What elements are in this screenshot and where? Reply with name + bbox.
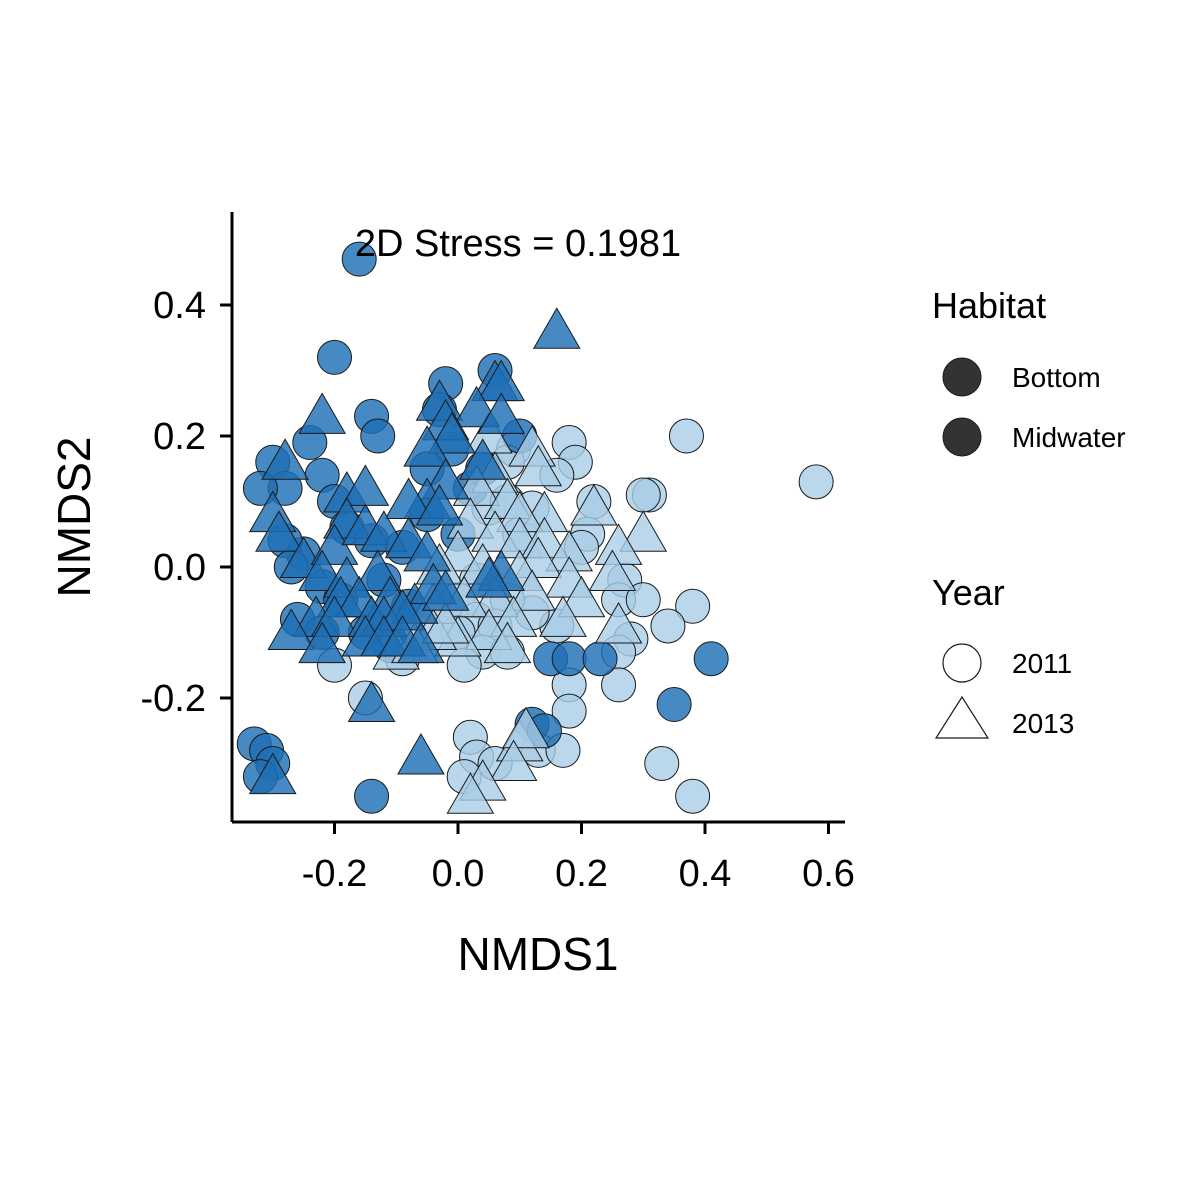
point-bottom-2013: [397, 621, 445, 664]
legend-2011-label: 2011: [1012, 648, 1072, 679]
point-bottom-2013: [403, 529, 451, 572]
point-bottom-2011: [656, 687, 692, 723]
point-bottom-2013: [248, 752, 297, 795]
legend-year: Year 2011 2013: [932, 572, 1074, 739]
point-bottom-2013: [397, 732, 445, 775]
point-bottom-2011: [341, 241, 377, 277]
point-midwater-2013: [483, 621, 532, 664]
legend-year-title: Year: [932, 572, 1005, 613]
point-bottom-2011: [551, 641, 587, 677]
point-bottom-2013: [298, 392, 347, 434]
point-bottom-2011: [354, 778, 390, 814]
y-tick-label: -0.2: [141, 678, 206, 720]
point-bottom-2013: [421, 569, 470, 611]
point-bottom-2011: [317, 339, 352, 375]
point-midwater-2011: [668, 418, 704, 454]
point-bottom-2013: [465, 556, 513, 598]
point-midwater-2011: [675, 588, 711, 624]
legend-bottom-key: [942, 357, 982, 397]
point-midwater-2011: [625, 582, 661, 618]
point-bottom-2011: [242, 470, 278, 506]
point-bottom-2013: [415, 484, 464, 526]
point-midwater-2013: [446, 772, 495, 814]
point-midwater-2011: [601, 667, 637, 703]
legend-midwater-label: Midwater: [1012, 422, 1126, 453]
point-bottom-2013: [267, 608, 316, 650]
point-bottom-2013: [347, 680, 396, 723]
y-axis-title: NMDS2: [48, 436, 100, 597]
point-bottom-2011: [693, 641, 729, 677]
y-tick-label: 0.4: [153, 285, 206, 327]
legend-2013-label: 2013: [1012, 708, 1074, 739]
point-midwater-2013: [557, 575, 606, 618]
point-midwater-2011: [650, 608, 686, 644]
point-midwater-2011: [625, 477, 661, 513]
x-tick-label: -0.2: [302, 853, 367, 895]
point-midwater-2013: [594, 601, 643, 644]
point-bottom-2013: [477, 392, 526, 434]
legend-2013-key: [934, 695, 990, 739]
y-tick-label: 0.0: [153, 547, 206, 589]
point-bottom-2013: [298, 621, 347, 664]
legend-2011-key: [942, 643, 982, 683]
point-midwater-2013: [569, 484, 618, 526]
point-bottom-2013: [261, 438, 309, 480]
x-axis-ticks: -0.2 0.0 0.2 0.4 0.6: [302, 822, 855, 895]
x-tick-label: 0.0: [432, 853, 485, 895]
point-midwater-2011: [644, 746, 680, 781]
point-midwater-2011: [675, 778, 711, 814]
legend-habitat: Habitat Bottom Midwater: [932, 285, 1126, 457]
data-points: [236, 241, 834, 814]
point-bottom-2013: [255, 510, 303, 552]
legend-midwater-key: [942, 417, 982, 457]
point-bottom-2013: [532, 307, 581, 349]
y-tick-label: 0.2: [153, 416, 206, 458]
stress-annotation: 2D Stress = 0.1981: [355, 223, 681, 265]
point-midwater-2013: [489, 739, 538, 781]
legend-bottom-label: Bottom: [1012, 362, 1101, 393]
legend-habitat-title: Habitat: [932, 285, 1046, 326]
point-midwater-2011: [551, 693, 587, 729]
point-midwater-2013: [514, 444, 563, 487]
axes: -0.2 0.0 0.2 0.4 0.6 -0.2 0.0 0.2 0.4: [141, 212, 855, 895]
point-midwater-2013: [502, 706, 550, 749]
x-tick-label: 0.2: [555, 853, 608, 895]
x-axis-title: NMDS1: [457, 928, 618, 980]
point-bottom-2013: [458, 438, 507, 480]
point-bottom-2013: [427, 411, 476, 454]
point-midwater-2013: [619, 510, 668, 552]
x-tick-label: 0.6: [802, 853, 855, 895]
point-midwater-2013: [588, 549, 637, 592]
point-midwater-2011: [798, 464, 834, 500]
point-bottom-2011: [360, 418, 396, 454]
x-tick-label: 0.4: [679, 853, 732, 895]
point-bottom-2013: [403, 425, 451, 467]
point-midwater-2013: [539, 595, 587, 637]
point-bottom-2011: [582, 641, 618, 677]
y-axis-ticks: -0.2 0.0 0.2 0.4: [141, 285, 232, 720]
